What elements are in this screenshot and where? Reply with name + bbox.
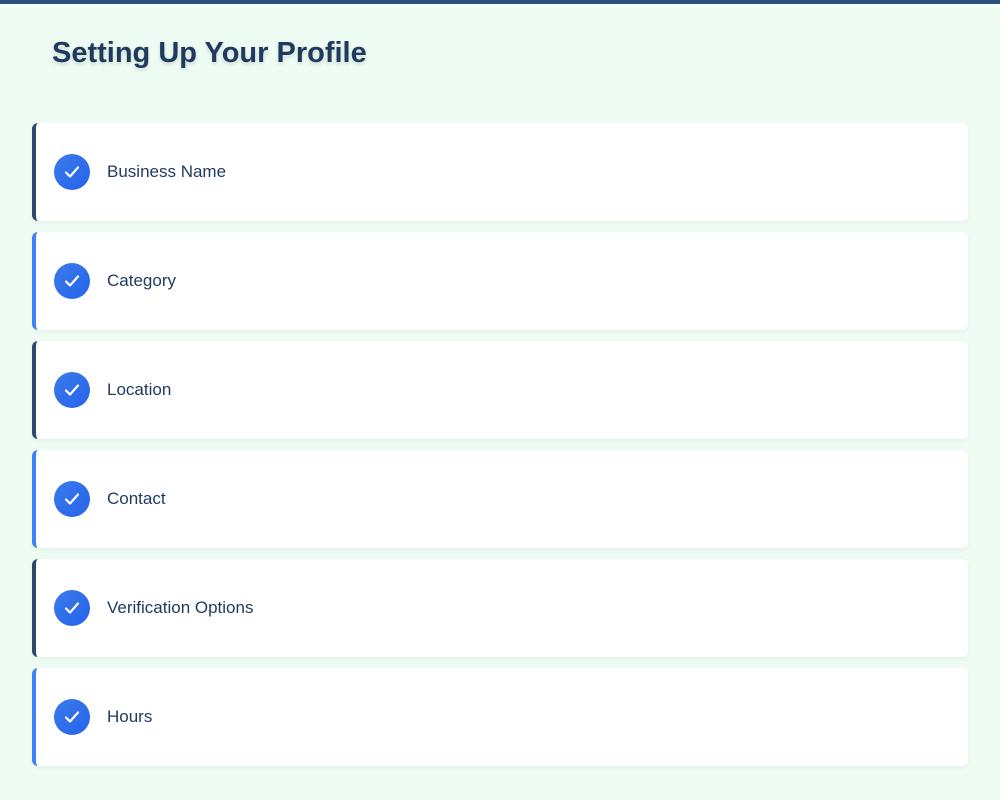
step-label: Contact bbox=[107, 489, 166, 508]
check-icon bbox=[54, 154, 90, 190]
step-label: Verification Options bbox=[107, 598, 254, 617]
step-item[interactable]: Verification Options bbox=[32, 559, 968, 657]
page-title: Setting Up Your Profile bbox=[52, 37, 367, 69]
step-label: Location bbox=[107, 380, 172, 399]
step-label: Business Name bbox=[107, 162, 227, 181]
step-label: Category bbox=[107, 271, 176, 290]
check-icon bbox=[54, 372, 90, 408]
check-icon bbox=[54, 590, 90, 626]
step-item[interactable]: Business Name bbox=[32, 123, 968, 221]
check-icon bbox=[54, 699, 90, 735]
step-item[interactable]: Category bbox=[32, 232, 968, 330]
steps-list: Business Name Category Location Contact Veri… bbox=[32, 123, 968, 777]
step-label: Hours bbox=[107, 707, 153, 726]
step-item[interactable]: Contact bbox=[32, 450, 968, 548]
check-icon bbox=[54, 263, 90, 299]
check-icon bbox=[54, 481, 90, 517]
step-item[interactable]: Hours bbox=[32, 668, 968, 766]
step-item[interactable]: Location bbox=[32, 341, 968, 439]
